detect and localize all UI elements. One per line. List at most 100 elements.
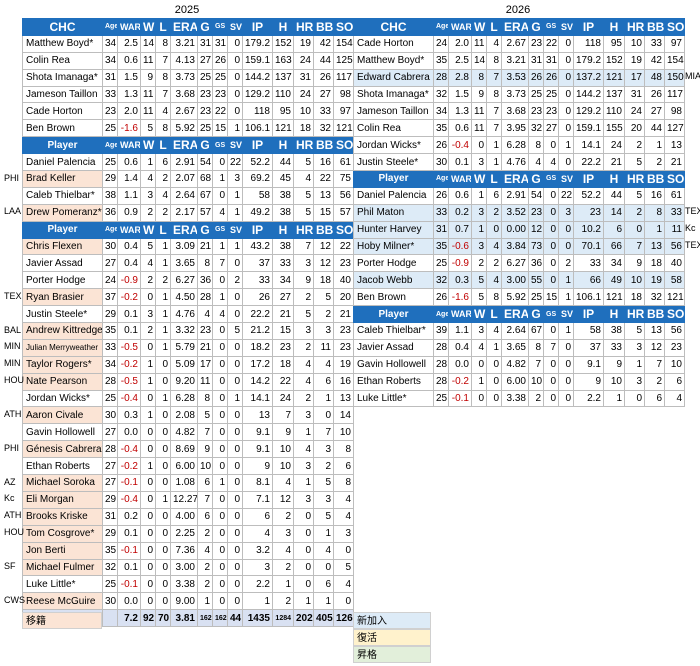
stat-hr: 0 <box>293 575 314 594</box>
stat-ip: 13 <box>242 406 273 425</box>
stat-ip: 129.2 <box>242 85 273 104</box>
stat-sv: 0 <box>227 305 243 324</box>
header-row: CHC Age WAR W L ERA G GS SV IP H HR BB SO <box>353 18 685 36</box>
stat-age: 28 <box>433 355 449 374</box>
stat-era: 5.79 <box>170 338 198 357</box>
player-name: Ethan Roberts <box>22 457 103 476</box>
total-h: 1284 <box>272 609 294 628</box>
stat-hr: 0 <box>293 558 314 577</box>
stat-war: -0.1 <box>448 389 472 408</box>
stat-l: 8 <box>486 51 502 70</box>
stat-l: 4 <box>486 271 502 290</box>
stat-gs: 0 <box>212 575 228 594</box>
stat-bb: 3 <box>313 440 334 459</box>
column-header-hr: HR <box>624 18 645 36</box>
year-2026: 2026 <box>505 4 531 16</box>
stat-era: 3.65 <box>170 254 198 273</box>
stat-h: 44 <box>603 186 625 205</box>
stat-sv: 0 <box>558 51 574 70</box>
player-name: Gavin Hollowell <box>353 355 434 374</box>
stat-so: 154 <box>664 51 685 70</box>
stat-era: 3.73 <box>501 85 529 104</box>
stat-w: 11 <box>140 85 156 104</box>
stat-gs: 27 <box>543 119 559 138</box>
stat-w: 1 <box>140 372 156 391</box>
column-header-sv: SV <box>227 18 243 36</box>
column-header-h: H <box>272 18 294 36</box>
stat-gs: 26 <box>543 68 559 87</box>
stat-war: 0.6 <box>117 153 141 172</box>
stat-w: 1 <box>471 186 487 205</box>
column-header-so: SO <box>333 220 354 239</box>
stat-war: 0.2 <box>117 507 141 526</box>
table-row: Tom Cosgrove* 29 0.1 0 0 2.25 2 0 0 4 3 0 1 3 <box>22 524 354 543</box>
stat-g: 31 <box>528 51 544 70</box>
stat-era: 9.20 <box>170 372 198 391</box>
player-name: Cade Horton <box>22 102 103 121</box>
stat-war: -0.9 <box>448 254 472 273</box>
column-header-war: WAR <box>117 18 141 36</box>
stat-so: 117 <box>664 85 685 104</box>
player-name: Porter Hodge <box>22 271 103 290</box>
stat-l: 8 <box>486 85 502 104</box>
team-tag: HOU <box>4 527 24 538</box>
stat-sv: 1 <box>558 322 574 340</box>
stat-so: 56 <box>664 237 685 256</box>
stat-war: 0.4 <box>448 338 472 357</box>
stat-hr: 9 <box>624 254 645 273</box>
stat-so: 16 <box>333 372 354 391</box>
stat-era: 3.00 <box>170 558 198 577</box>
table-row: Hunter Harvey 31 0.7 1 0 0.00 12 0 0 10.2 6 0 1 11 <box>353 220 685 239</box>
stat-gs: 1 <box>212 170 228 188</box>
player-name: Gavin Hollowell <box>22 423 103 442</box>
stat-sv: 1 <box>227 389 243 408</box>
column-header-w: W <box>471 18 487 36</box>
column-header-age: Age <box>433 305 449 324</box>
stat-bb: 44 <box>313 51 334 70</box>
stat-era: 2.64 <box>501 322 529 340</box>
stat-so: 117 <box>333 68 354 87</box>
stat-h: 110 <box>272 85 294 104</box>
stat-w: 0 <box>140 440 156 459</box>
stat-l: 0 <box>155 423 171 442</box>
stat-h: 49 <box>603 271 625 290</box>
total-era: 3.81 <box>170 609 198 628</box>
stat-bb: 2 <box>313 457 334 476</box>
player-name: Edward Cabrera <box>353 68 434 87</box>
table-row: Reese McGuire 30 0.0 0 0 9.00 1 0 0 1 2 1 1 0 <box>22 592 354 611</box>
stat-hr: 5 <box>624 322 645 340</box>
stat-hr: 2 <box>293 288 314 307</box>
column-header-l: L <box>486 18 502 36</box>
stat-age: 27 <box>102 254 118 273</box>
stat-w: 0 <box>140 558 156 577</box>
stat-age: 25 <box>102 153 118 172</box>
total-w: 92 <box>140 609 156 628</box>
player-name: Justin Steele* <box>22 305 103 324</box>
stat-l: 2 <box>155 203 171 222</box>
table-row: Jameson Taillon 34 1.3 11 7 3.68 23 23 0 129.2 110… <box>353 102 685 121</box>
table-row: Ben Brown 26 -1.6 5 8 5.92 25 15 1 106.1 121 18 32 12… <box>353 288 685 307</box>
column-header-ip: IP <box>573 305 604 324</box>
player-name: Cade Horton <box>353 34 434 53</box>
stat-w: 14 <box>471 51 487 70</box>
stat-ip: 22.2 <box>573 153 604 172</box>
stat-bb: 1 <box>313 524 334 543</box>
stat-w: 4 <box>140 254 156 273</box>
column-header-era: ERA <box>170 220 198 239</box>
stat-era: 6.27 <box>170 271 198 290</box>
column-header-war: WAR <box>448 18 472 36</box>
stat-l: 0 <box>155 406 171 425</box>
stat-age: 32 <box>102 558 118 577</box>
stat-hr: 4 <box>293 355 314 374</box>
player-name: Michael Fulmer <box>22 558 103 577</box>
stat-w: 2 <box>471 254 487 273</box>
stat-sv: 0 <box>227 85 243 104</box>
stat-l: 0 <box>155 575 171 594</box>
column-header-sv: SV <box>558 170 574 188</box>
stat-era: 7.36 <box>170 541 198 560</box>
stat-sv: 1 <box>558 288 574 307</box>
stat-l: 1 <box>486 136 502 155</box>
stat-w: 4 <box>471 338 487 357</box>
stat-h: 6 <box>603 220 625 239</box>
column-header-chc: CHC <box>353 18 434 36</box>
